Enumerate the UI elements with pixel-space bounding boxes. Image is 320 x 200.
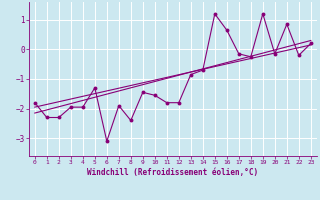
X-axis label: Windchill (Refroidissement éolien,°C): Windchill (Refroidissement éolien,°C) — [87, 168, 258, 177]
